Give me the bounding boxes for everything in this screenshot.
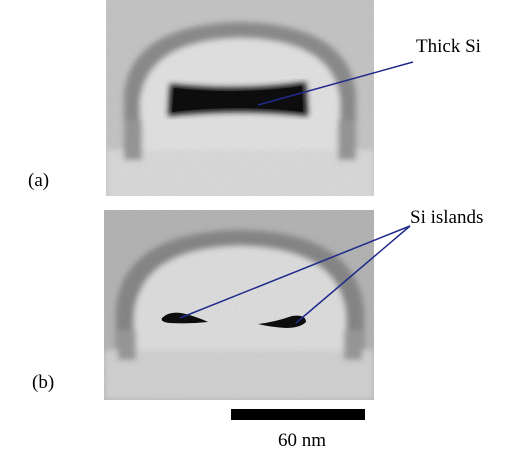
figure: Thick Si (a) Si islands (b) 60 nm [0,0,520,452]
tem-image-a [106,0,374,200]
panel-label: (b) [32,372,54,393]
tem-image-b [104,210,374,400]
panel-label: (a) [28,170,49,191]
scale-label: 60 nm [278,430,326,451]
scale-bar [231,409,365,420]
annotation: Si islands [410,207,483,228]
annotation: Thick Si [416,36,481,57]
